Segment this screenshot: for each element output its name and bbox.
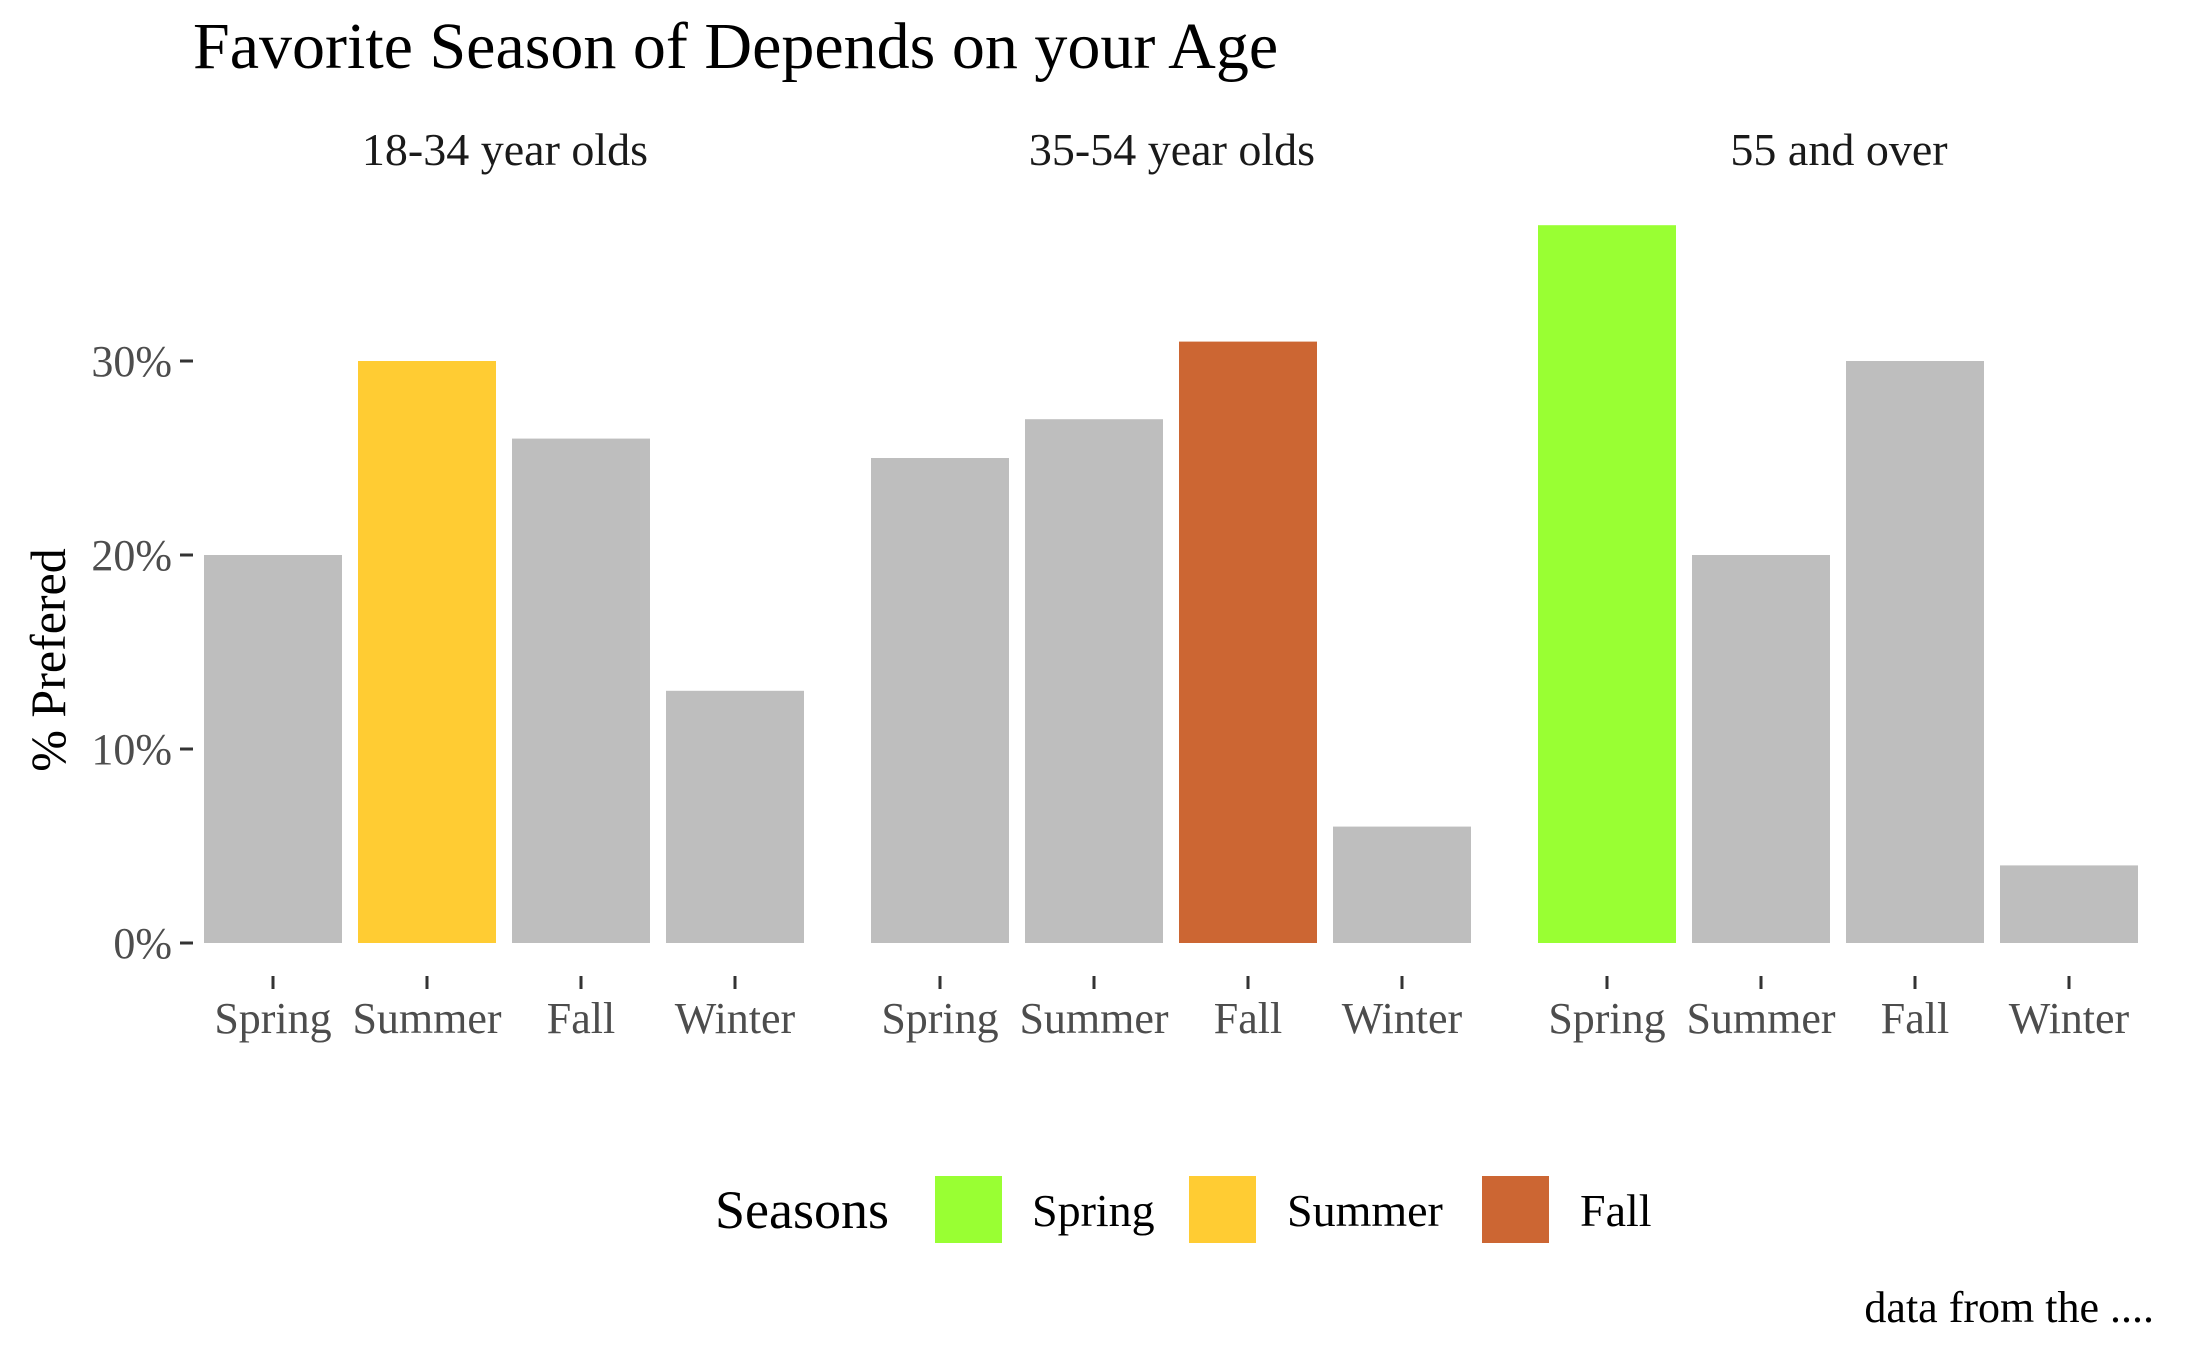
chart-caption: data from the .... bbox=[1864, 1283, 2154, 1332]
bar-spring bbox=[871, 458, 1009, 943]
bar-spring bbox=[1538, 225, 1676, 943]
x-tick-label: Summer bbox=[1686, 994, 1835, 1043]
bar-spring bbox=[204, 555, 342, 943]
x-tick-label: Spring bbox=[1548, 994, 1665, 1043]
legend-title: Seasons bbox=[715, 1180, 889, 1240]
bar-summer bbox=[1692, 555, 1830, 943]
bar-summer bbox=[358, 361, 496, 943]
facet-panel: 18-34 year olds Spring Summer Fall Winter bbox=[204, 124, 804, 1043]
y-axis-label: % Prefered bbox=[20, 548, 76, 772]
x-tick-label: Fall bbox=[547, 994, 615, 1043]
x-tick-label: Spring bbox=[881, 994, 998, 1043]
x-tick-label: Winter bbox=[2009, 994, 2130, 1043]
y-tick-label: 30% bbox=[91, 337, 172, 386]
legend-label: Summer bbox=[1287, 1185, 1443, 1236]
y-axis: 0% 10% 20% 30% bbox=[91, 337, 193, 968]
x-tick-label: Fall bbox=[1214, 994, 1282, 1043]
legend-key-fall bbox=[1482, 1176, 1549, 1243]
bar-winter bbox=[666, 690, 804, 943]
bar-fall bbox=[512, 438, 650, 943]
bar-fall bbox=[1179, 341, 1317, 944]
bar-fall bbox=[1846, 361, 1984, 943]
y-tick-label: 10% bbox=[91, 725, 172, 774]
legend: Seasons Spring Summer Fall bbox=[715, 1176, 1652, 1243]
x-tick-label: Winter bbox=[1342, 994, 1463, 1043]
y-tick-label: 0% bbox=[113, 919, 172, 968]
bar-winter bbox=[1333, 826, 1471, 943]
chart-title: Favorite Season of Depends on your Age bbox=[193, 10, 1278, 83]
x-tick-label: Summer bbox=[352, 994, 501, 1043]
facet-strip-label: 35-54 year olds bbox=[1029, 124, 1315, 175]
legend-label: Spring bbox=[1032, 1185, 1155, 1236]
facet-strip-label: 18-34 year olds bbox=[362, 124, 648, 175]
legend-key-spring bbox=[935, 1176, 1002, 1243]
y-tick-label: 20% bbox=[91, 531, 172, 580]
facet-panel: 35-54 year olds Spring Summer Fall Winter bbox=[871, 124, 1471, 1043]
legend-key-summer bbox=[1189, 1176, 1256, 1243]
x-tick-label: Summer bbox=[1019, 994, 1168, 1043]
legend-label: Fall bbox=[1580, 1185, 1652, 1236]
facet-strip-label: 55 and over bbox=[1730, 124, 1947, 175]
bar-winter bbox=[2000, 865, 2138, 943]
facet-panel: 55 and over Spring Summer Fall Winter bbox=[1538, 124, 2138, 1043]
x-tick-label: Winter bbox=[675, 994, 796, 1043]
x-tick-label: Spring bbox=[214, 994, 331, 1043]
x-tick-label: Fall bbox=[1881, 994, 1949, 1043]
bar-summer bbox=[1025, 419, 1163, 943]
